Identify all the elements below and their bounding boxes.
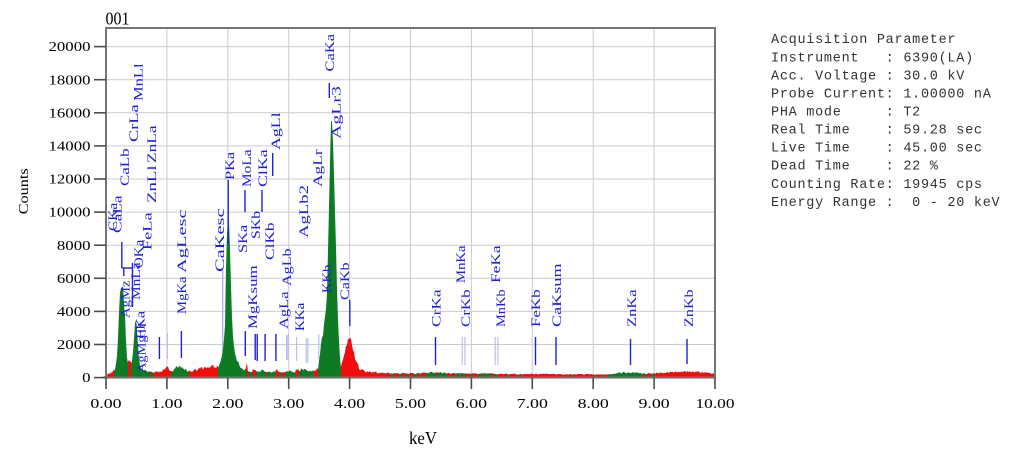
svg-text:FKa: FKa — [134, 310, 148, 339]
svg-text:ZnLl: ZnLl — [145, 165, 159, 203]
svg-text:12000: 12000 — [49, 172, 91, 187]
svg-text:CaKb: CaKb — [338, 262, 352, 300]
svg-text:CrLa: CrLa — [127, 104, 141, 142]
svg-text:Counting Rate: 19945 cps: Counting Rate: 19945 cps — [771, 178, 983, 193]
svg-text:SKb: SKb — [249, 211, 263, 239]
svg-text:AgLr3: AgLr3 — [330, 86, 344, 139]
svg-text:FeKb: FeKb — [529, 289, 543, 327]
svg-text:16000: 16000 — [49, 105, 91, 120]
svg-text:ZnKa: ZnKa — [625, 289, 639, 327]
svg-text:MnLl: MnLl — [132, 63, 146, 101]
svg-text:MgKsum: MgKsum — [246, 265, 260, 329]
svg-text:OKa: OKa — [132, 239, 146, 268]
svg-text:AgLb2: AgLb2 — [297, 185, 311, 238]
svg-text:Acquisition Parameter: Acquisition Parameter — [771, 33, 956, 48]
svg-text:8000: 8000 — [57, 238, 91, 253]
svg-text:CaLb: CaLb — [118, 148, 132, 186]
svg-text:SKa: SKa — [236, 224, 250, 253]
svg-text:MnKa: MnKa — [454, 245, 468, 283]
svg-text:KKb: KKb — [320, 265, 334, 293]
svg-text:Live Time : 45.00 sec: Live Time : 45.00 sec — [771, 142, 983, 157]
svg-text:20000: 20000 — [49, 39, 91, 54]
svg-text:2000: 2000 — [57, 337, 91, 352]
svg-text:MoLa: MoLa — [240, 149, 254, 187]
svg-text:4000: 4000 — [57, 304, 91, 319]
svg-text:AgLl: AgLl — [269, 112, 283, 150]
svg-text:0.00: 0.00 — [90, 397, 121, 412]
svg-text:2.00: 2.00 — [212, 397, 243, 412]
svg-text:CrKb: CrKb — [459, 289, 473, 327]
svg-text:1.00: 1.00 — [151, 397, 182, 412]
svg-text:FeKa: FeKa — [489, 245, 503, 283]
svg-text:CaLa: CaLa — [111, 195, 125, 233]
svg-text:18000: 18000 — [49, 72, 91, 87]
svg-text:8.00: 8.00 — [578, 397, 609, 412]
svg-text:CrKa: CrKa — [430, 289, 444, 327]
svg-text:10000: 10000 — [49, 205, 91, 220]
svg-text:AgLesc: AgLesc — [175, 209, 189, 273]
svg-text:AgMz: AgMz — [119, 280, 133, 318]
svg-text:AgLa: AgLa — [277, 291, 291, 329]
svg-text:ClKa: ClKa — [256, 149, 270, 187]
svg-text:AgLb: AgLb — [280, 248, 294, 286]
svg-text:FeLa: FeLa — [141, 212, 155, 250]
svg-text:MnLa: MnLa — [129, 262, 143, 300]
svg-text:10.00: 10.00 — [696, 397, 735, 412]
svg-text:ClKb: ClKb — [263, 222, 277, 260]
svg-text:PKa: PKa — [223, 151, 237, 180]
svg-text:14000: 14000 — [49, 139, 91, 154]
svg-text:keV: keV — [409, 428, 437, 448]
svg-text:Instrument : 6390(LA): Instrument : 6390(LA) — [771, 51, 974, 66]
svg-text:Counts: Counts — [17, 168, 32, 214]
svg-text:7.00: 7.00 — [517, 397, 548, 412]
svg-text:AgMg: AgMg — [135, 335, 149, 373]
svg-text:Real Time : 59.28 sec: Real Time : 59.28 sec — [771, 124, 983, 139]
svg-text:001: 001 — [106, 9, 130, 29]
svg-text:4.00: 4.00 — [334, 397, 365, 412]
svg-text:CaKesc: CaKesc — [213, 208, 227, 272]
svg-text:CKa: CKa — [106, 202, 120, 231]
svg-text:Probe Current: 1.00000 nA: Probe Current: 1.00000 nA — [771, 87, 992, 102]
svg-text:6000: 6000 — [57, 271, 91, 286]
svg-text:MnKb: MnKb — [494, 289, 508, 327]
svg-text:3.00: 3.00 — [273, 397, 304, 412]
svg-text:CaKa: CaKa — [323, 33, 337, 71]
svg-text:6.00: 6.00 — [456, 397, 487, 412]
svg-text:9.00: 9.00 — [639, 397, 670, 412]
svg-text:KKa: KKa — [293, 302, 307, 331]
svg-text:Acc. Voltage : 30.0 kV: Acc. Voltage : 30.0 kV — [771, 69, 965, 84]
svg-text:MgKa: MgKa — [175, 276, 189, 314]
svg-text:CaKsum: CaKsum — [550, 263, 564, 327]
svg-text:Energy Range : 0 - 20 keV: Energy Range : 0 - 20 keV — [771, 196, 1001, 211]
svg-text:AgLr: AgLr — [311, 148, 325, 187]
svg-text:0: 0 — [82, 370, 91, 385]
svg-text:ZnKb: ZnKb — [682, 289, 696, 327]
svg-text:Dead Time : 22 %: Dead Time : 22 % — [771, 160, 939, 175]
svg-text:PHA mode : T2: PHA mode : T2 — [771, 106, 921, 121]
svg-text:ZnLa: ZnLa — [145, 125, 159, 163]
svg-text:5.00: 5.00 — [395, 397, 426, 412]
